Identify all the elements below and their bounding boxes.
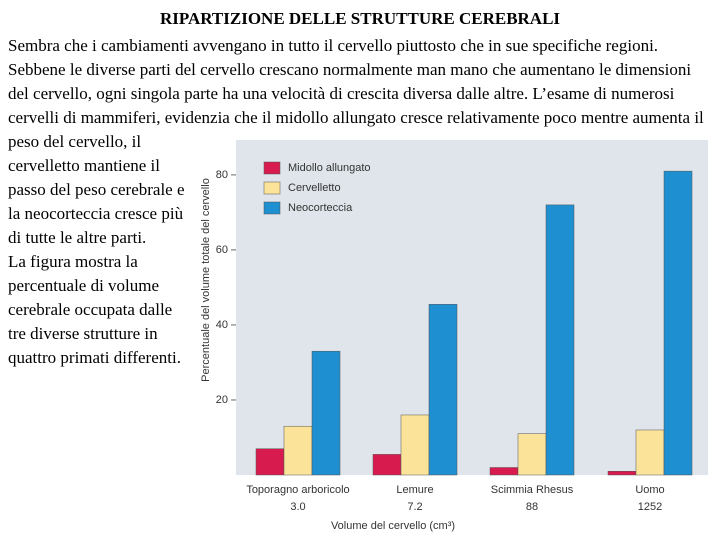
x-axis-label: Volume del cervello (cm³) <box>331 520 455 532</box>
bar <box>489 467 519 476</box>
legend-label: Neocorteccia <box>288 202 353 214</box>
body-text: Percentuale del volume totale del cervel… <box>8 34 716 540</box>
bar <box>517 433 547 476</box>
bar <box>607 470 637 476</box>
x-tick-label: Uomo <box>635 484 664 496</box>
y-axis-label: Percentuale del volume totale del cervel… <box>200 178 212 382</box>
bar <box>428 304 458 476</box>
x-tick-sublabel: 3.0 <box>290 501 305 513</box>
y-tick-label: 60 <box>216 244 228 256</box>
legend-label: Cervelletto <box>288 182 341 194</box>
title: RIPARTIZIONE DELLE STRUTTURE CEREBRALI <box>159 9 561 28</box>
x-tick-label: Lemure <box>396 484 433 496</box>
y-tick-label: 20 <box>216 394 228 406</box>
paragraph: Sembra che i cambiamenti avvengano in tu… <box>8 36 704 247</box>
bar <box>400 414 430 476</box>
bar <box>255 448 285 476</box>
y-tick-label: 40 <box>216 319 228 331</box>
legend-label: Midollo allungato <box>288 162 371 174</box>
legend-swatch <box>263 201 281 215</box>
legend-swatch <box>263 161 281 175</box>
bar <box>663 170 693 476</box>
bar <box>545 204 575 476</box>
bar <box>311 350 341 476</box>
chart: Percentuale del volume totale del cervel… <box>200 140 708 532</box>
x-tick-sublabel: 88 <box>526 501 538 513</box>
x-tick-sublabel: 1252 <box>638 501 662 513</box>
x-tick-label: Toporagno arboricolo <box>246 484 349 496</box>
x-tick-sublabel: 7.2 <box>407 501 422 513</box>
bar <box>283 425 313 476</box>
bar <box>635 429 665 476</box>
bar <box>372 454 402 476</box>
paragraph: La figura mostra la percentuale di volum… <box>8 252 181 367</box>
y-tick-label: 80 <box>216 169 228 181</box>
legend-swatch <box>263 181 281 195</box>
x-tick-label: Scimmia Rhesus <box>491 484 574 496</box>
